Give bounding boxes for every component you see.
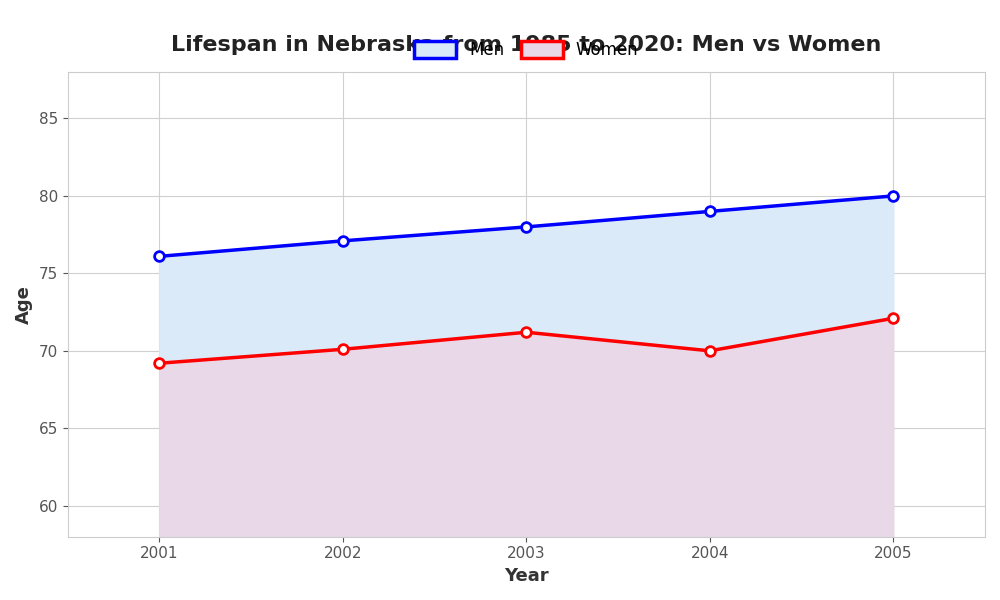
Y-axis label: Age: Age [15, 285, 33, 324]
Legend: Men, Women: Men, Women [407, 34, 645, 65]
Title: Lifespan in Nebraska from 1985 to 2020: Men vs Women: Lifespan in Nebraska from 1985 to 2020: … [171, 35, 882, 55]
X-axis label: Year: Year [504, 567, 549, 585]
